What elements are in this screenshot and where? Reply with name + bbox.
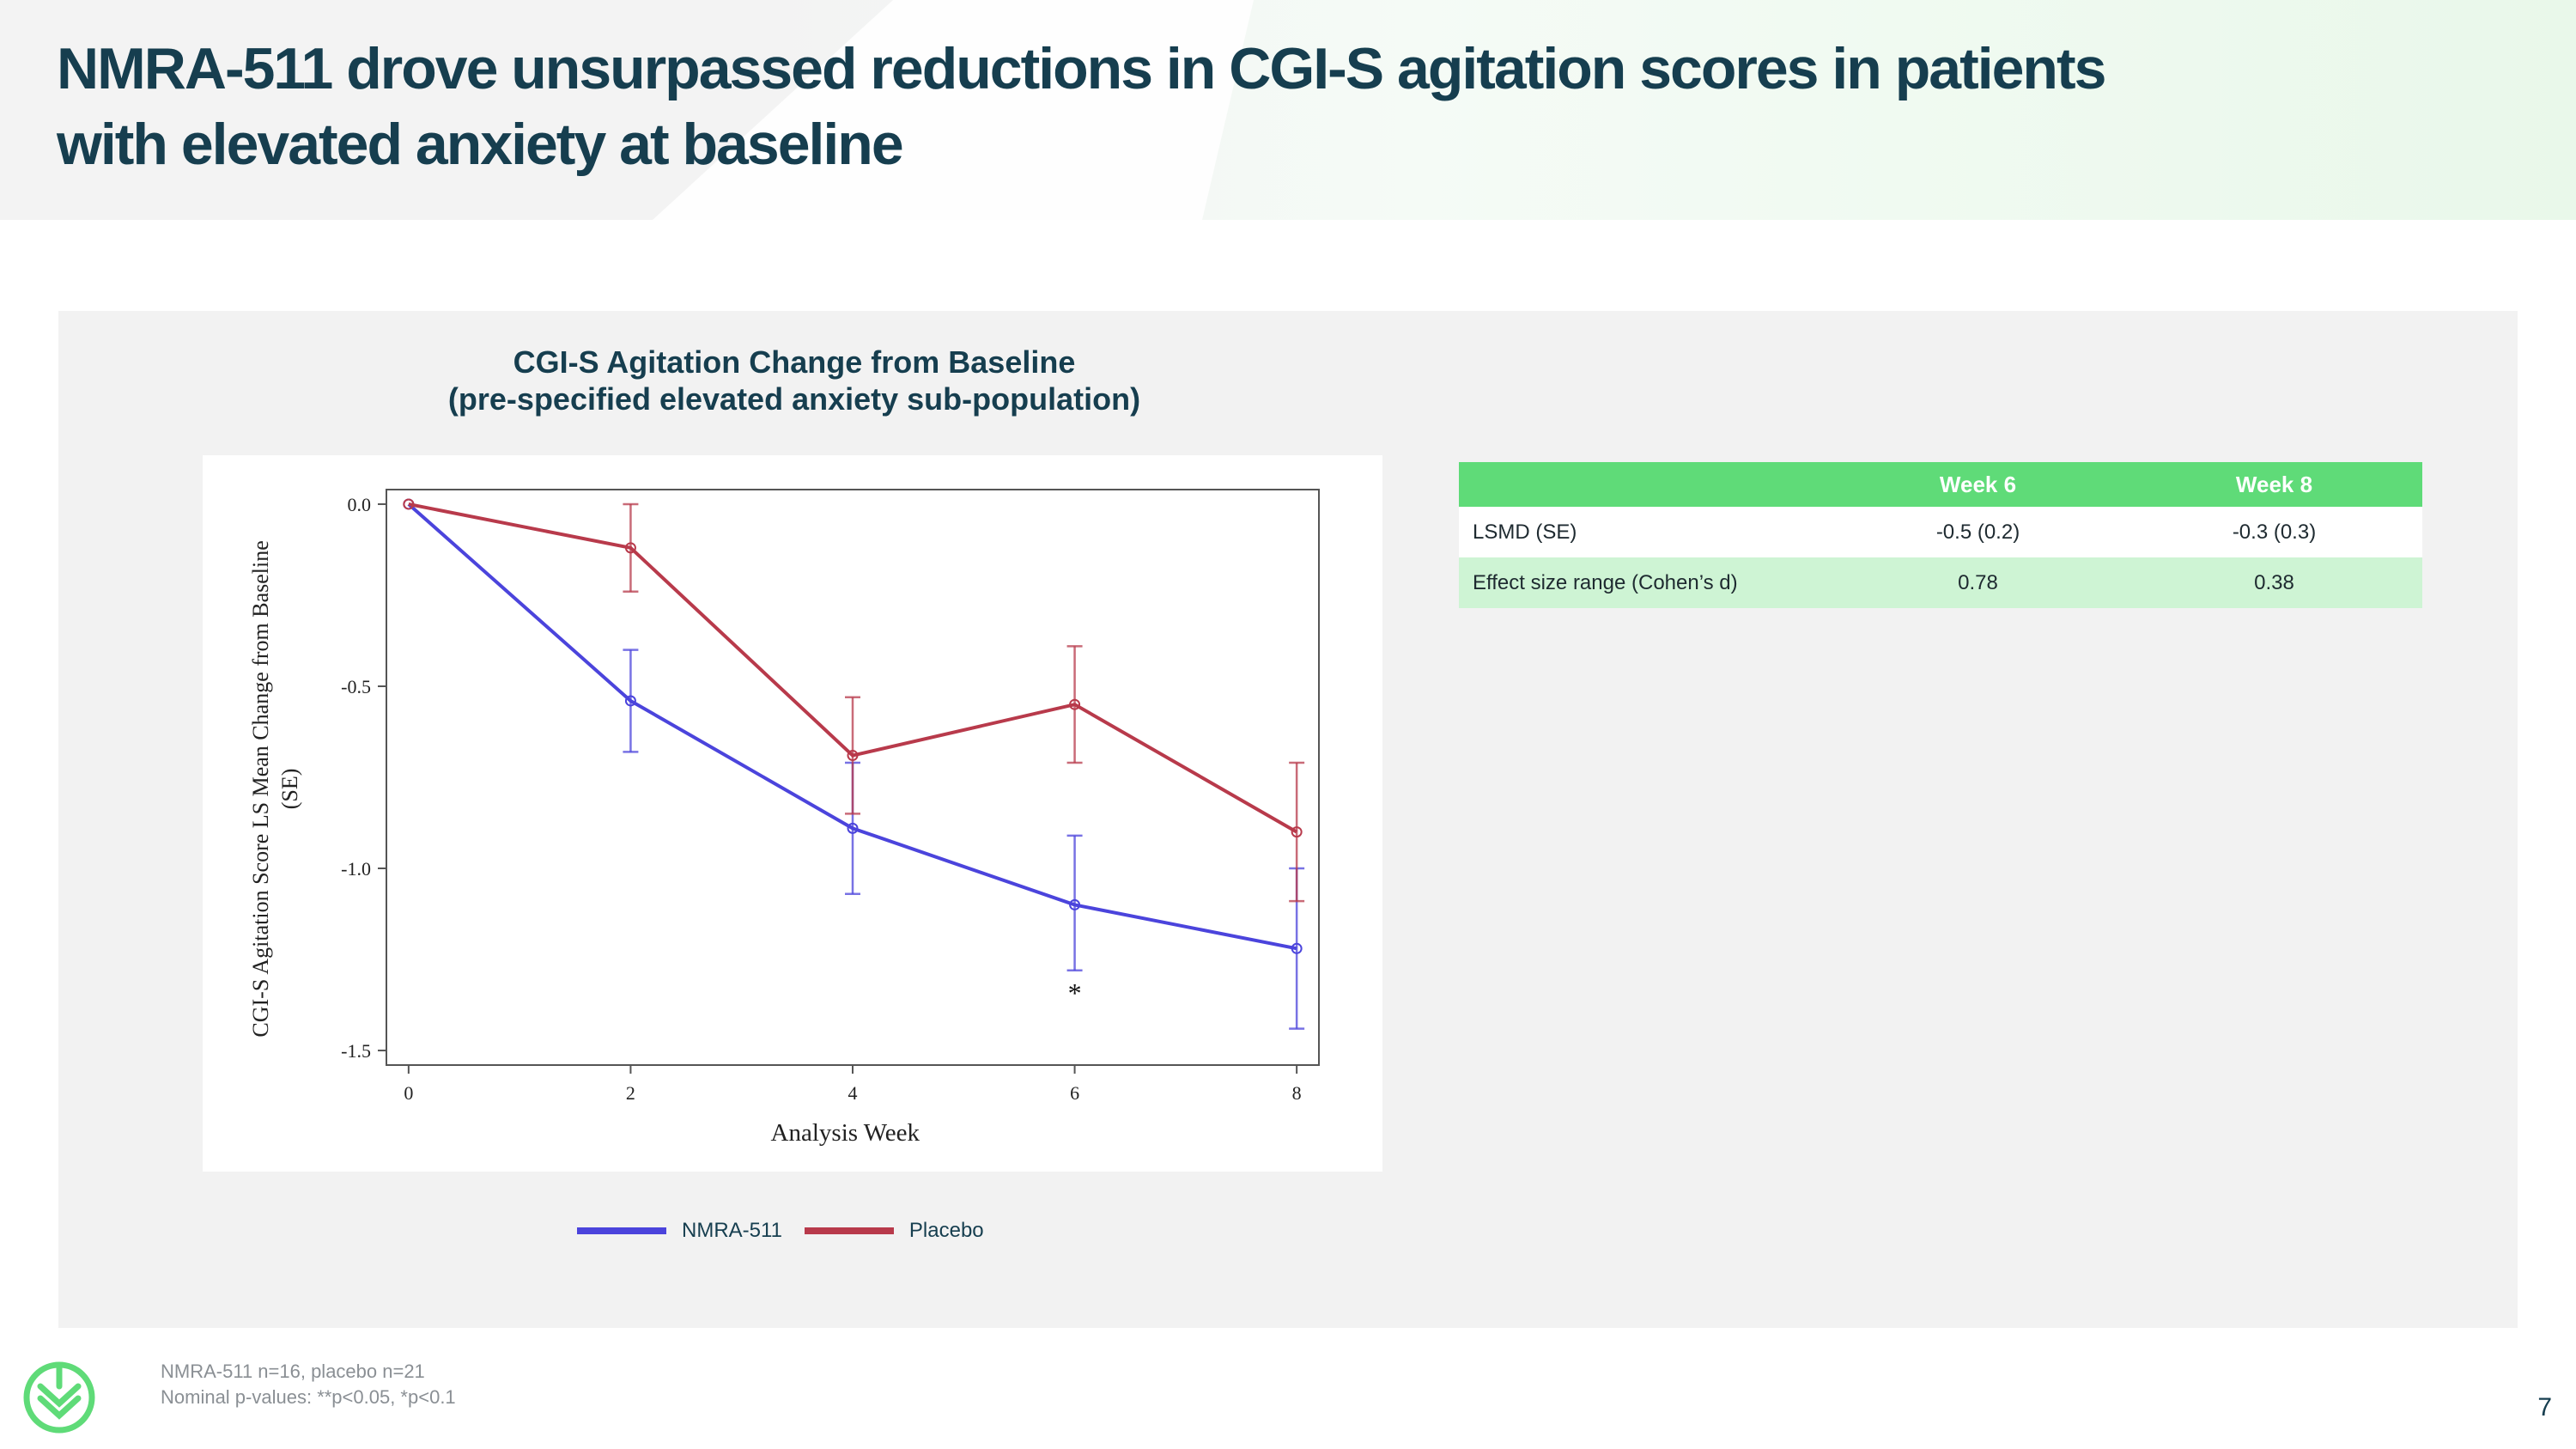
table-cell-week6: 0.78 (1830, 557, 2126, 608)
header-band (0, 0, 2576, 220)
legend-item-placebo: Placebo (804, 1219, 984, 1243)
table-header-row: Week 6 Week 8 (1459, 462, 2422, 507)
chart-plot-box: 0.0 -0.5 -1.0 -1.5 0 2 4 6 8 Analysis Week CGI-S A… (203, 455, 1382, 1172)
data-point-placebo (624, 542, 636, 554)
series-line-placebo (408, 502, 1298, 834)
x-tick-label: 0 (404, 1082, 413, 1104)
table-cell-week6: -0.5 (0.2) (1830, 507, 2126, 557)
x-axis-label: Analysis Week (771, 1119, 920, 1147)
footnotes: NMRA-511 n=16, placebo n=21 Nominal p-va… (161, 1359, 456, 1410)
table-cell-label: Effect size range (Cohen’s d) (1459, 557, 1830, 608)
y-tick-label: -1.5 (341, 1040, 371, 1062)
y-axis-label: (SE) (277, 769, 302, 810)
slide-title: NMRA-511 drove unsurpassed reductions in… (57, 31, 2375, 182)
x-tick-label: 8 (1292, 1082, 1302, 1104)
footnote-p-values: Nominal p-values: **p<0.05, *p<0.1 (161, 1386, 456, 1408)
chart-title: CGI-S Agitation Change from Baseline (pr… (258, 344, 1331, 417)
chart-subtitle: (pre-specified elevated anxiety sub-popu… (447, 381, 1141, 417)
data-point-nmra-511 (1069, 898, 1081, 910)
y-tick-label: 0.0 (348, 494, 372, 515)
table-row: Effect size range (Cohen’s d) 0.78 0.38 (1459, 557, 2422, 608)
data-point-nmra-511 (624, 695, 636, 707)
line-chart: 0.0 -0.5 -1.0 -1.5 0 2 4 6 8 Analysis Week CGI-S A… (248, 489, 1320, 1147)
legend-swatch-placebo (804, 1227, 894, 1234)
slide-title-line-2: with elevated anxiety at baseline (57, 112, 904, 177)
series-line-nmra-511 (407, 502, 1297, 951)
x-tick-label: 4 (848, 1082, 858, 1104)
slide-title-line-1: NMRA-511 drove unsurpassed reductions in… (57, 36, 2106, 101)
table-header-blank (1459, 462, 1830, 507)
legend-label-placebo: Placebo (908, 1219, 984, 1242)
x-tick-label: 2 (626, 1082, 635, 1104)
data-point-nmra-511 (1291, 942, 1303, 954)
footnote-sample-size: NMRA-511 n=16, placebo n=21 (161, 1361, 425, 1382)
data-point-placebo (403, 498, 415, 510)
y-tick-label: -0.5 (341, 676, 371, 697)
table-cell-label: LSMD (SE) (1459, 507, 1830, 557)
significance-marker: * (1068, 977, 1082, 1008)
table-header-week8: Week 8 (2126, 462, 2422, 507)
legend-label-nmra: NMRA-511 (682, 1219, 782, 1242)
page-number: 7 (2537, 1393, 2552, 1422)
company-logo-icon (23, 1361, 95, 1434)
data-point-placebo (847, 750, 859, 762)
legend-swatch-nmra (577, 1227, 666, 1234)
data-point-placebo (1069, 698, 1081, 710)
chart-title-main: CGI-S Agitation Change from Baseline (513, 344, 1076, 380)
stats-table: Week 6 Week 8 LSMD (SE) -0.5 (0.2) -0.3 … (1459, 462, 2422, 608)
legend-item-nmra: NMRA-511 (577, 1219, 782, 1243)
table-cell-week8: 0.38 (2126, 557, 2422, 608)
data-point-nmra-511 (847, 822, 859, 834)
x-tick-label: 6 (1070, 1082, 1079, 1104)
table-cell-week8: -0.3 (0.3) (2126, 507, 2422, 557)
table-row: LSMD (SE) -0.5 (0.2) -0.3 (0.3) (1459, 507, 2422, 557)
chart-legend: NMRA-511 Placebo (577, 1218, 1006, 1244)
y-tick-label: -1.0 (341, 858, 371, 880)
table-header-week6: Week 6 (1830, 462, 2126, 507)
y-axis-label: CGI-S Agitation Score LS Mean Change fro… (248, 540, 273, 1037)
data-point-placebo (1291, 826, 1303, 838)
